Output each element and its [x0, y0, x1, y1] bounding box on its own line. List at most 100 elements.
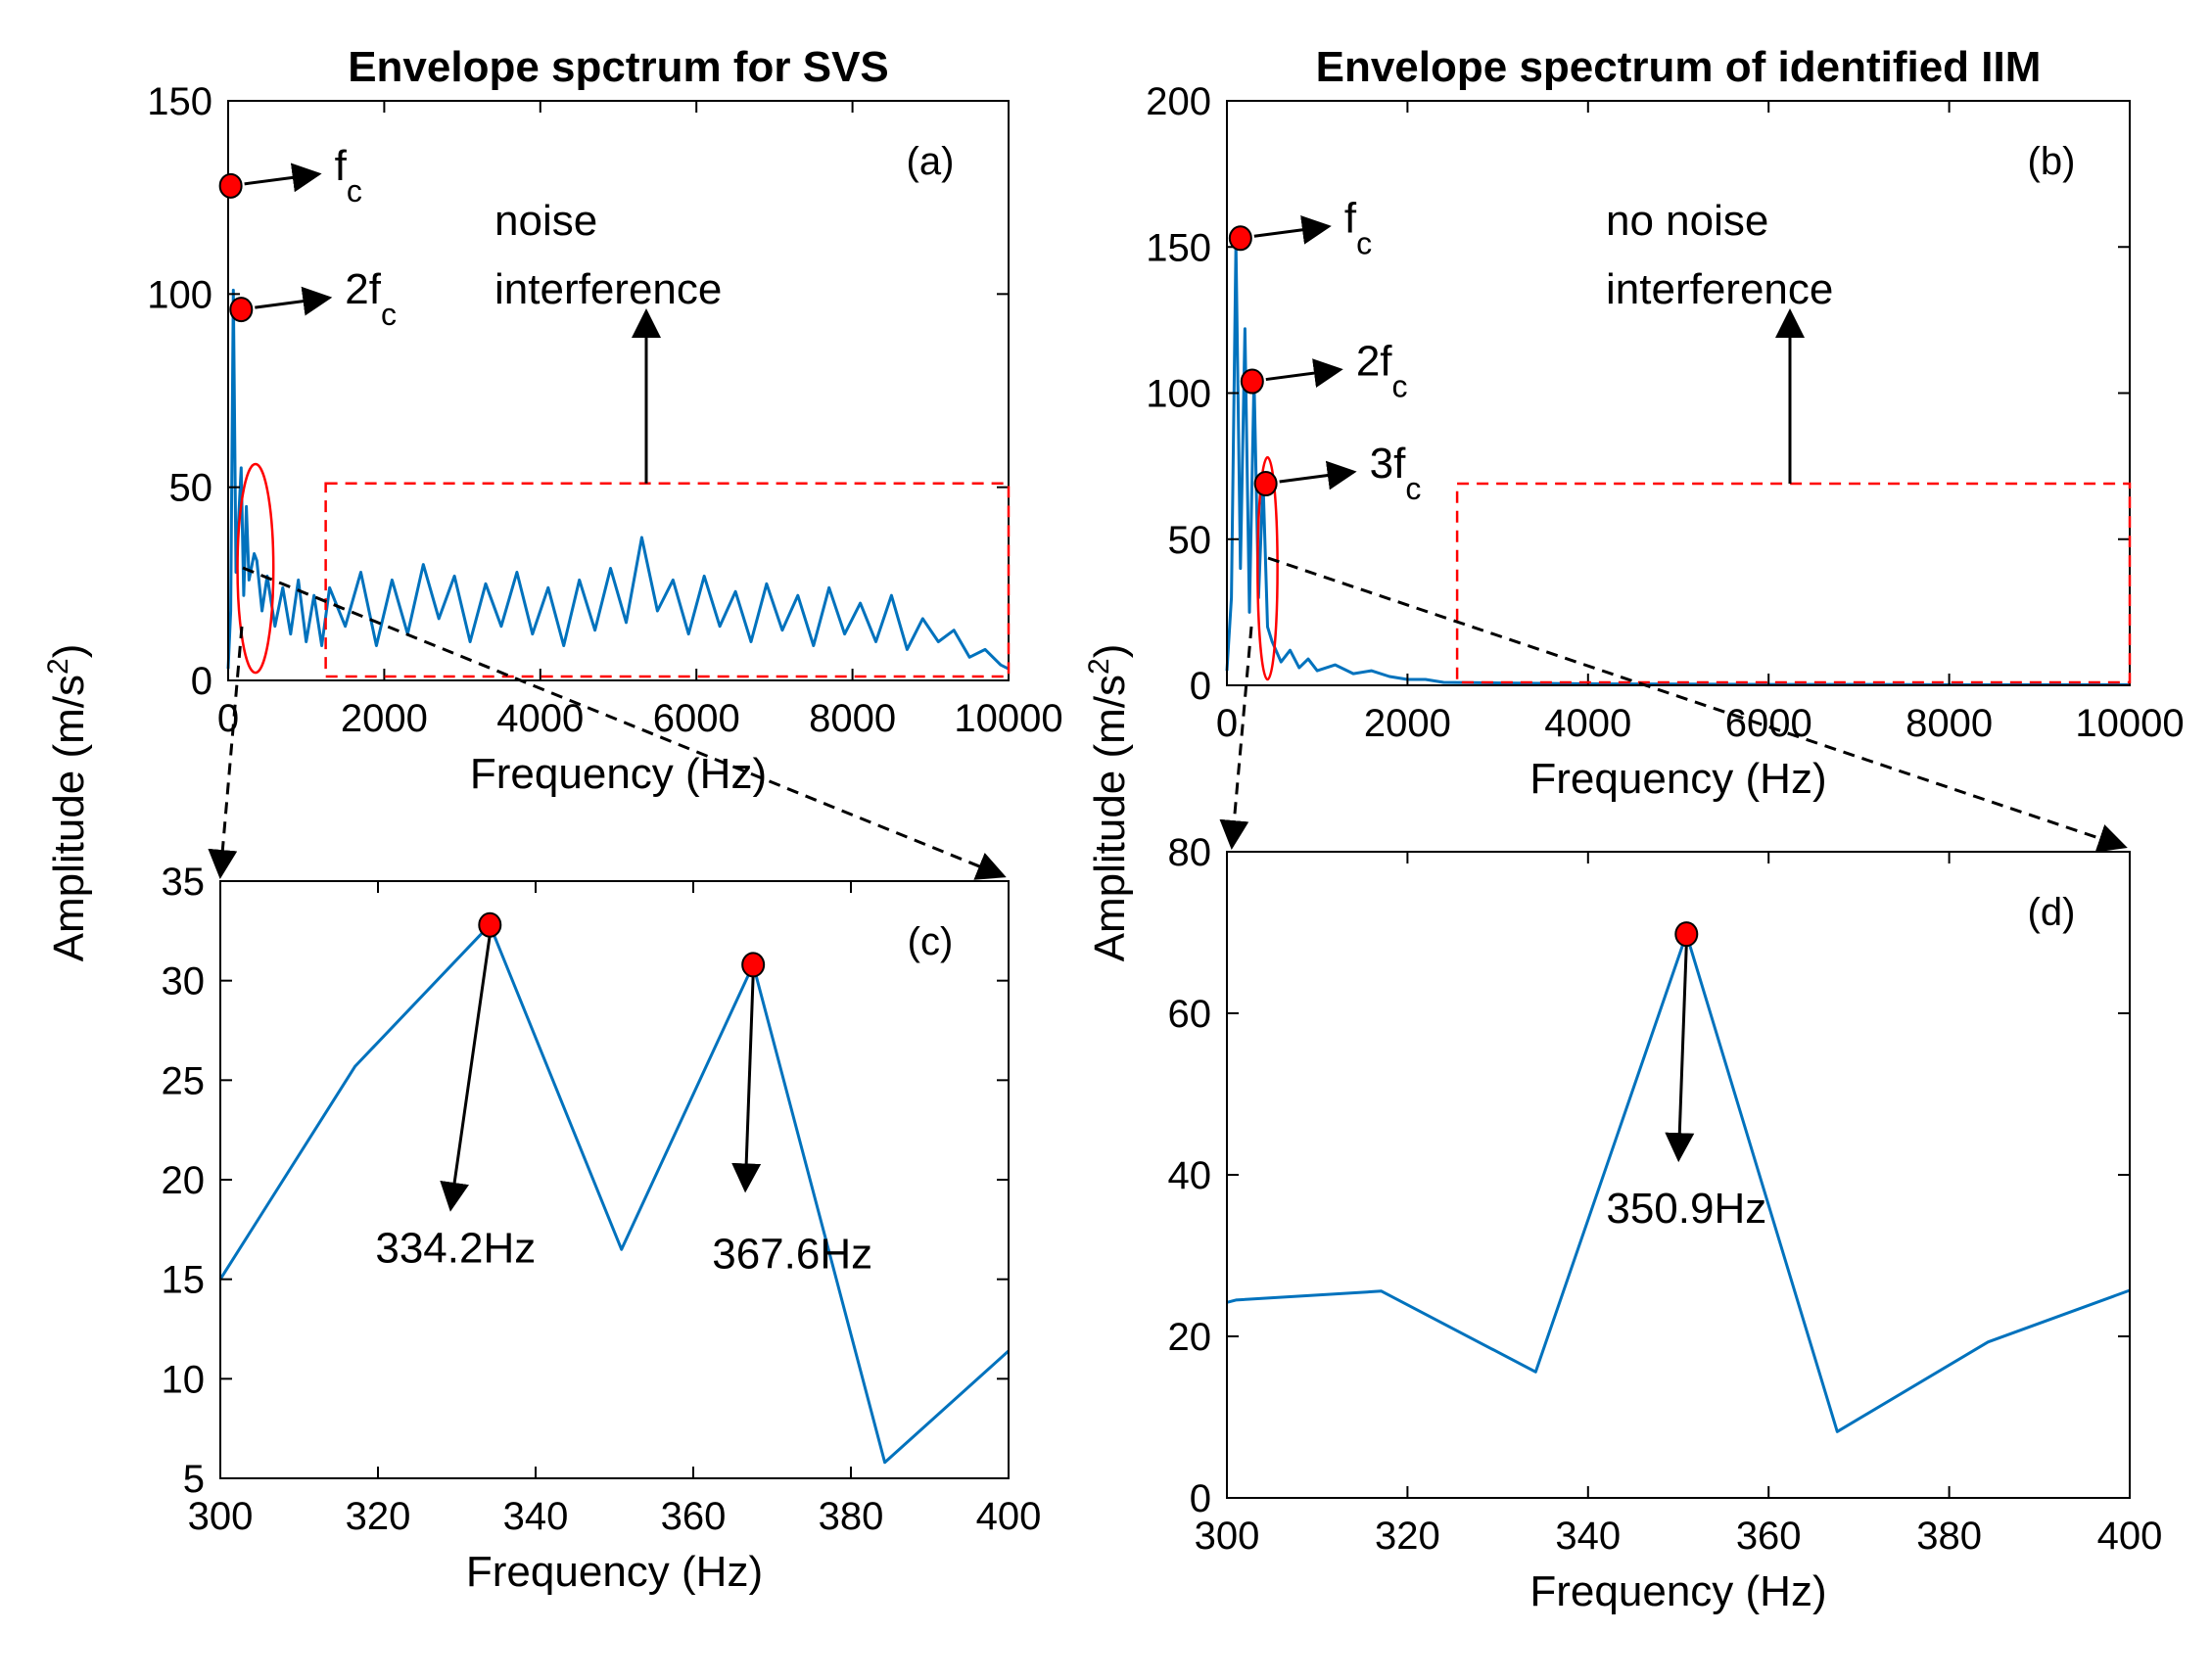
harmonic-arrow: [244, 163, 322, 193]
harmonic-arrow: [1279, 460, 1357, 490]
peak-marker: [1253, 471, 1278, 497]
chart-title: Envelope spctrum for SVS: [348, 43, 889, 91]
x-tick-label: 400: [2097, 1515, 2163, 1558]
x-tick-label: 380: [1916, 1515, 1982, 1558]
annotation-line-2: interference: [494, 265, 722, 313]
panel-label: (d): [2028, 891, 2076, 934]
chart-panel-b: 0 2000 4000 6000 8000 10000 0 50 100 150 200 Freque…: [1146, 43, 2184, 803]
peak-marker: [1674, 921, 1699, 948]
chart-panel-c: 300 320 340 360 380 400 5 10 15 20 25 30 35 Frequency…: [162, 861, 1042, 1596]
panel-label: (a): [907, 140, 955, 183]
peak-arrow: [440, 934, 492, 1212]
harmonic-label: 3fc: [1370, 440, 1422, 506]
peak-frequency-label: 367.6Hz: [712, 1230, 872, 1278]
peak-marker: [1228, 225, 1252, 252]
y-tick-label: 20: [1168, 1316, 1212, 1359]
zoom-connector-right-b: [1267, 556, 2128, 853]
x-tick-label: 300: [188, 1495, 254, 1538]
x-tick-label: 300: [1195, 1515, 1260, 1558]
chart-panel-a: 0 2000 4000 6000 8000 10000 0 50 100 150 Frequency…: [147, 43, 1062, 798]
x-tick-label: 4000: [496, 697, 584, 740]
y-tick-label: 100: [147, 273, 212, 316]
series-line: [226, 288, 1010, 671]
zoom-connector-left-a: [208, 626, 244, 879]
harmonic-arrow: [255, 286, 333, 316]
peak-marker: [229, 297, 254, 323]
harmonic-arrow: [1265, 358, 1343, 388]
x-tick-label: 380: [819, 1495, 884, 1538]
x-tick-label: 340: [1555, 1515, 1621, 1558]
noise-region-box: [324, 482, 1011, 678]
plot-frame: [227, 100, 1010, 681]
peak-frequency-label: 350.9Hz: [1606, 1185, 1766, 1233]
zoom-connector-left-b: [1219, 626, 1253, 850]
x-tick-label: 4000: [1544, 702, 1631, 745]
x-tick-label: 320: [346, 1495, 411, 1538]
annotation-line-1: no noise: [1606, 197, 1768, 245]
y-tick-label: 50: [1168, 519, 1212, 562]
x-tick-label: 6000: [1725, 702, 1812, 745]
x-tick-label: 8000: [1905, 702, 1993, 745]
y-tick-label: 150: [1146, 226, 1211, 269]
x-tick-label: 2000: [1364, 702, 1451, 745]
y-tick-label: 0: [1190, 1477, 1211, 1520]
annotation-line-2: interference: [1606, 265, 1833, 313]
x-tick-label: 320: [1375, 1515, 1440, 1558]
y-tick-label: 200: [1146, 80, 1211, 123]
x-axis-label: Frequency (Hz): [1529, 755, 1826, 803]
annotation-line-1: noise: [494, 197, 597, 245]
y-tick-label: 20: [162, 1159, 206, 1202]
peak-frequency-label: 334.2Hz: [375, 1225, 536, 1273]
y-axis-label-left: Amplitude (m/s2): [42, 644, 94, 962]
harmonic-label: 2fc: [1356, 338, 1408, 404]
peak-marker: [218, 172, 243, 199]
chart-panel-d: 300 320 340 360 380 400 0 20 40 60 80 Frequency (Hz…: [1168, 831, 2163, 1615]
y-tick-label: 30: [162, 960, 206, 1003]
plot-frame: [1226, 100, 2131, 686]
y-tick-label: 25: [162, 1059, 206, 1102]
series-line: [218, 923, 1011, 1465]
peak-marker: [741, 952, 766, 978]
zoom-connectors: [208, 556, 2128, 880]
panel-label: (c): [908, 920, 954, 963]
x-tick-label: 0: [217, 697, 239, 740]
y-tick-label: 35: [162, 861, 206, 904]
x-axis-label: Frequency (Hz): [466, 1548, 763, 1596]
x-tick-label: 360: [1736, 1515, 1802, 1558]
x-tick-label: 2000: [341, 697, 428, 740]
harmonic-label: fc: [1344, 194, 1372, 260]
y-tick-label: 15: [162, 1259, 206, 1302]
zoom-region-ellipse: [1256, 455, 1279, 681]
x-tick-label: 6000: [653, 697, 740, 740]
peak-arrow: [1665, 944, 1695, 1163]
y-tick-label: 0: [1190, 665, 1211, 708]
chart-title: Envelope spectrum of identified IIM: [1316, 43, 2042, 91]
x-tick-label: 400: [976, 1495, 1042, 1538]
peak-marker: [478, 911, 502, 938]
x-axis-label: Frequency (Hz): [470, 750, 767, 798]
x-tick-label: 10000: [954, 697, 1062, 740]
y-axis-label-right: Amplitude (m/s2): [1083, 644, 1135, 962]
x-tick-label: 340: [503, 1495, 569, 1538]
y-tick-label: 80: [1168, 831, 1212, 874]
panel-label: (b): [2028, 140, 2076, 183]
peak-marker: [1240, 368, 1264, 395]
x-axis-label: Frequency (Hz): [1529, 1567, 1826, 1615]
x-tick-label: 8000: [809, 697, 896, 740]
series-line: [1225, 242, 2130, 686]
y-tick-label: 150: [147, 80, 212, 123]
harmonic-label: 2fc: [345, 265, 397, 332]
y-tick-label: 10: [162, 1358, 206, 1401]
y-tick-label: 40: [1168, 1154, 1212, 1197]
y-tick-label: 0: [191, 660, 212, 703]
noise-region-box: [1455, 482, 2132, 684]
x-tick-label: 10000: [2075, 702, 2184, 745]
y-tick-label: 60: [1168, 993, 1212, 1036]
peak-arrow: [731, 974, 762, 1193]
plot-frame: [1226, 851, 2131, 1499]
zoom-region-ellipse: [236, 462, 275, 675]
series-line: [1226, 932, 2131, 1433]
y-tick-label: 50: [169, 467, 213, 510]
harmonic-arrow: [1253, 214, 1332, 245]
